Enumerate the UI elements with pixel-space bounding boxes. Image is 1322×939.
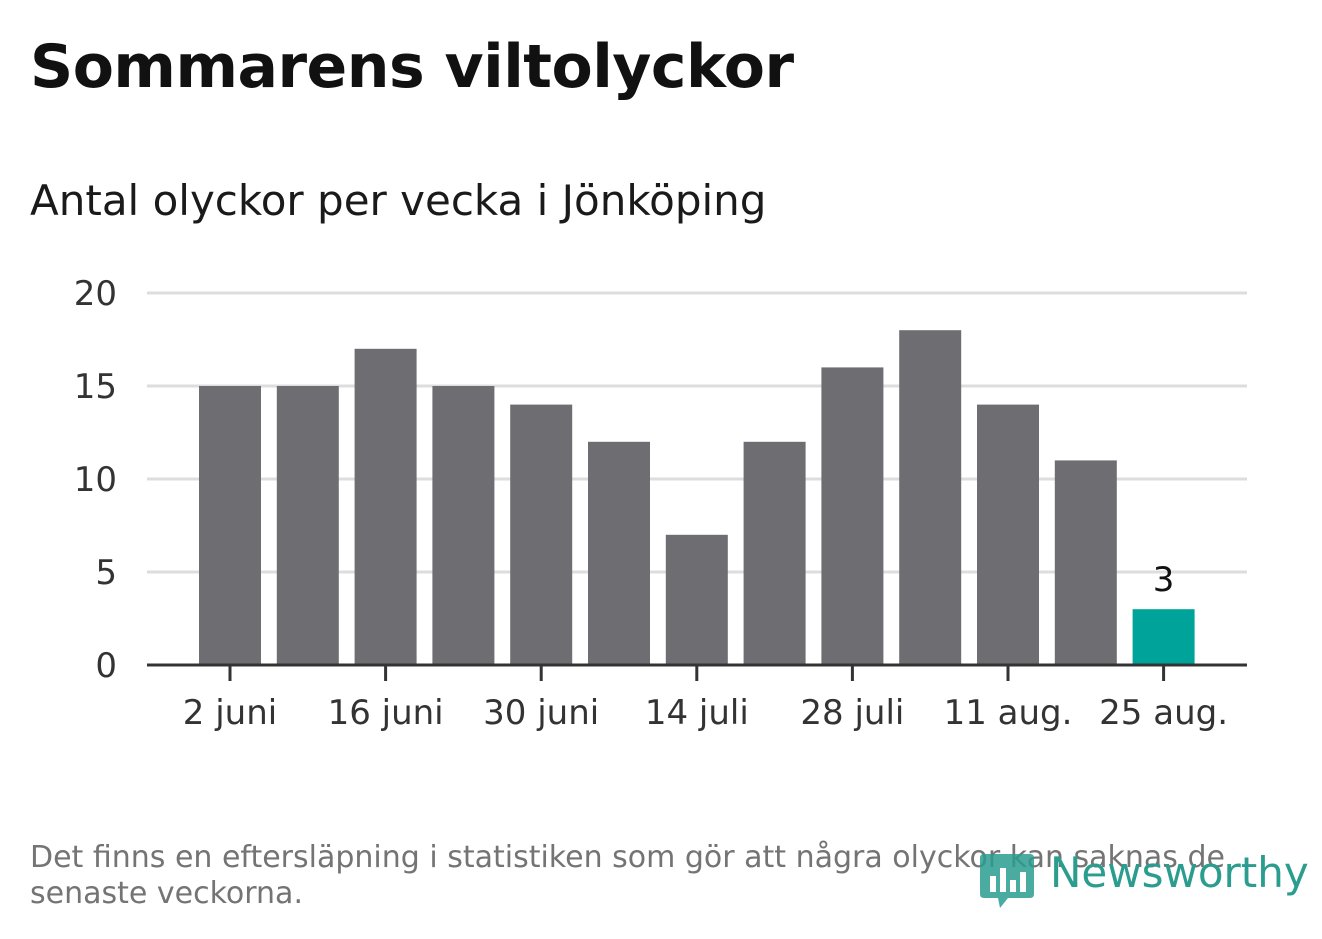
chart-subtitle: Antal olyckor per vecka i Jönköping: [30, 176, 767, 225]
chart-title: Sommarens viltolyckor: [30, 32, 794, 102]
x-tick-label: 16 juni: [328, 693, 444, 733]
bar-13: [1132, 609, 1195, 665]
x-tick-label: 2 juni: [183, 693, 277, 733]
y-tick-label: 0: [95, 646, 117, 686]
y-tick-label: 10: [74, 460, 117, 500]
x-tick-label: 25 aug.: [1099, 693, 1228, 733]
bar-10: [899, 330, 962, 665]
y-tick-label: 20: [74, 274, 117, 314]
data-labels: 3: [1153, 560, 1175, 600]
x-tick-label: 28 juli: [800, 693, 904, 733]
data-label: 3: [1153, 560, 1175, 600]
bar-8: [743, 441, 806, 665]
bar-11: [977, 404, 1039, 665]
bars: [199, 330, 1195, 665]
bar-5: [510, 404, 573, 665]
newsworthy-logo-icon: [980, 854, 1034, 908]
bar-1: [199, 386, 261, 665]
y-tick-label: 5: [95, 553, 117, 593]
newsworthy-logo-text: Newsworthy: [1050, 848, 1309, 897]
bar-7: [665, 534, 728, 665]
bar-3: [354, 348, 417, 665]
newsworthy-logo: Newsworthy: [978, 846, 1309, 912]
bar-12: [1054, 460, 1117, 665]
x-tick-label: 30 juni: [483, 693, 599, 733]
y-tick-label: 15: [74, 367, 117, 407]
y-tick-labels: 0 5 10 15 20: [74, 274, 117, 686]
bar-4: [432, 386, 495, 665]
x-tick-label: 11 aug.: [944, 693, 1073, 733]
x-tick-labels: 2 juni 16 juni 30 juni 14 juli 28 juli 11 aug…: [183, 665, 1228, 733]
bar-9: [821, 367, 884, 665]
bar-2: [276, 386, 339, 665]
x-tick-label: 14 juli: [645, 693, 749, 733]
bar-6: [588, 441, 650, 665]
bar-chart: 0 5 10 15 20 2 juni 16 juni 30 juni 14 juli 28 j…: [74, 274, 1247, 733]
